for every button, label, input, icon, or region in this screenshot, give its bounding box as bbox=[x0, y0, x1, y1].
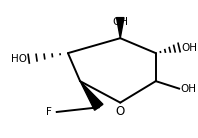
Polygon shape bbox=[117, 18, 124, 38]
Text: HO: HO bbox=[11, 54, 27, 64]
Text: OH: OH bbox=[112, 17, 128, 27]
Text: F: F bbox=[46, 107, 52, 117]
Text: OH: OH bbox=[180, 84, 196, 94]
Text: O: O bbox=[116, 105, 125, 118]
Polygon shape bbox=[80, 81, 103, 110]
Text: OH: OH bbox=[181, 43, 197, 53]
